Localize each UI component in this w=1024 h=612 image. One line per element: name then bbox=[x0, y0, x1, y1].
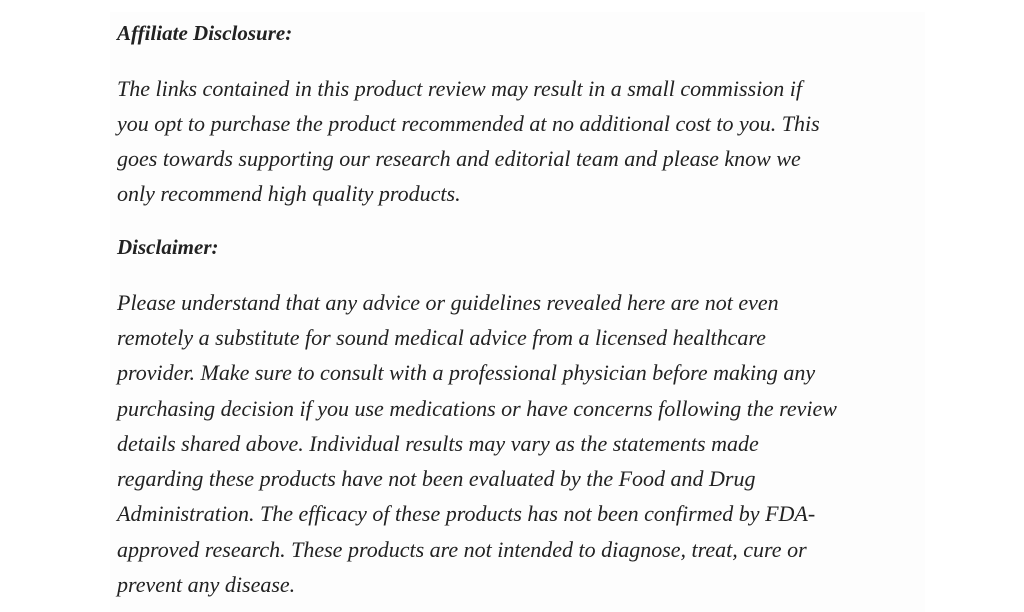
affiliate-text-line: you opt to purchase the product recommen… bbox=[117, 111, 820, 136]
disclosure-panel bbox=[110, 12, 925, 612]
affiliate-text-line: only recommend high quality products. bbox=[117, 181, 461, 206]
disclaimer-text-line: purchasing decision if you use medicatio… bbox=[117, 396, 837, 421]
affiliate-text-line: goes towards supporting our research and… bbox=[117, 146, 801, 171]
disclaimer-heading: Disclaimer: bbox=[117, 235, 219, 259]
disclaimer-text-line: details shared above. Individual results… bbox=[117, 431, 759, 456]
disclaimer-text-line: provider. Make sure to consult with a pr… bbox=[117, 360, 816, 385]
affiliate-disclosure-heading: Affiliate Disclosure: bbox=[117, 21, 293, 45]
disclaimer-text-line: Administration. The efficacy of these pr… bbox=[117, 501, 816, 526]
disclaimer-text-line: remotely a substitute for sound medical … bbox=[117, 325, 766, 350]
disclaimer-text-line: prevent any disease. bbox=[117, 572, 296, 597]
disclaimer-text-line: approved research. These products are no… bbox=[117, 537, 807, 562]
disclaimer-text-line: regarding these products have not been e… bbox=[117, 466, 756, 491]
disclaimer-text-line: Please understand that any advice or gui… bbox=[117, 290, 779, 315]
affiliate-text-line: The links contained in this product revi… bbox=[117, 76, 802, 101]
